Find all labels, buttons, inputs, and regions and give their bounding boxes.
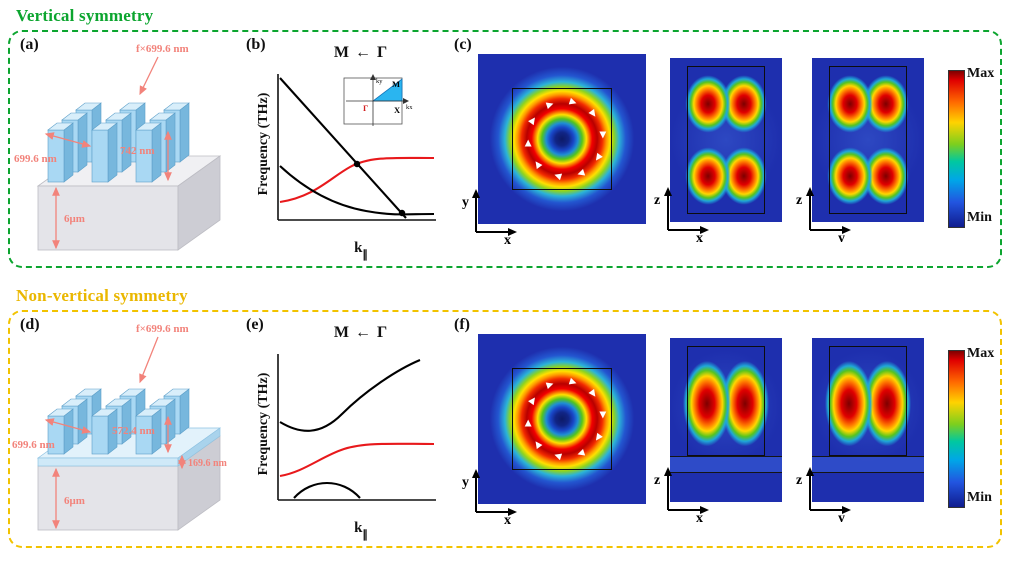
axis-indicator-xy: y x: [462, 469, 517, 524]
pillar-height-label: 572.4 nm: [112, 425, 155, 437]
band-title-e: M ← Γ: [333, 324, 389, 341]
field-map-yz-vertical: [812, 58, 924, 222]
period-label: 699.6 nm: [12, 439, 55, 451]
axis-v-label: y: [462, 475, 469, 490]
axis-indicator-yz: z y: [796, 187, 851, 242]
axis-indicator-xy: y x: [462, 189, 517, 244]
slab-cross-section: [670, 456, 782, 473]
axis-v-label: z: [796, 473, 802, 488]
unit-cell-outline: [828, 346, 908, 457]
substrate-d: [37, 435, 221, 531]
axis-v-label: z: [654, 473, 660, 488]
axis-h-label: x: [504, 513, 511, 524]
annotations-d: f×699.6 nm 572.4 nm 699.6 nm 169.6 nm 6μ…: [12, 323, 228, 530]
colorbar-min-label: Min: [967, 490, 992, 505]
bic-dot: [398, 209, 406, 217]
field-map-xz-nonvertical: [670, 338, 782, 502]
field-map-xz-vertical: [670, 58, 782, 222]
panel-label-e: (e): [246, 316, 264, 333]
band-curve-red: [279, 156, 435, 204]
section-title-nonvertical: Non-vertical symmetry: [16, 286, 188, 305]
slab-thickness-label: 169.6 nm: [188, 458, 228, 469]
band-plot-b: ky kx M Γ X: [277, 74, 436, 221]
band-curve-red: [279, 442, 435, 478]
colorbar-min-label: Min: [967, 210, 992, 225]
axis-h-label: y: [838, 511, 845, 522]
inset-gamma-label: Γ: [363, 103, 368, 113]
axis-indicator-xz: z x: [654, 467, 709, 522]
substrate-thickness-label: 6μm: [64, 495, 85, 507]
panel-label-d: (d): [20, 316, 40, 333]
fill-factor-label: f×699.6 nm: [136, 323, 189, 335]
inset-m-label: M: [392, 79, 400, 89]
axis-v-label: y: [462, 195, 469, 210]
unit-cell-outline: [511, 368, 613, 470]
panel-label-c: (c): [454, 36, 472, 53]
axis-v-label: z: [796, 193, 802, 208]
panel-label-f: (f): [454, 316, 470, 333]
field-map-yz-nonvertical: [812, 338, 924, 502]
annotations-a: f×699.6 nm 742 nm 699.6 nm 6μm: [14, 43, 189, 250]
pillar-array-schematic-d: f×699.6 nm 572.4 nm 699.6 nm 169.6 nm 6μ…: [12, 323, 228, 531]
field-map-xy-nonvertical: ▶ ▶ ▶ ▶ ▶ ▶ ▶ ▶ ▶ ▶: [478, 334, 646, 504]
axis-h-label: x: [504, 233, 511, 244]
bic-dot: [353, 160, 361, 168]
band-curve-black-lower: [279, 165, 435, 216]
band-plot-e: [277, 354, 436, 501]
fill-factor-label: f×699.6 nm: [136, 43, 189, 55]
axis-h-label: x: [696, 511, 703, 522]
brillouin-zone-inset: ky kx M Γ X: [343, 74, 413, 126]
panel-label-b: (b): [246, 36, 266, 53]
panel-label-a: (a): [20, 36, 39, 53]
colorbar-max-label: Max: [967, 66, 995, 81]
band-curve-black-steep: [279, 77, 407, 219]
colorbar-max-label: Max: [967, 346, 995, 361]
inset-kx-label: kx: [406, 104, 413, 111]
band-curve-black-hump: [293, 481, 361, 499]
axis-indicator-xz: z x: [654, 187, 709, 242]
slab-cross-section: [812, 456, 924, 473]
vertical-symmetry-box: (a) f×699: [8, 30, 1002, 268]
axis-h-label: y: [838, 231, 845, 242]
section-title-vertical: Vertical symmetry: [16, 6, 154, 25]
unit-cell-outline: [686, 66, 766, 214]
nonvertical-symmetry-box: (d): [8, 310, 1002, 548]
period-label: 699.6 nm: [14, 153, 57, 165]
unit-cell-outline: [828, 66, 908, 214]
band-curve-black-upper: [279, 359, 421, 432]
unit-cell-outline: [511, 88, 613, 190]
band-title-b: M ← Γ: [333, 44, 389, 61]
field-map-xy-vertical: ▶ ▶ ▶ ▶ ▶ ▶ ▶ ▶ ▶ ▶: [478, 54, 646, 224]
band-structure-panel-b: M ← Γ Frequency (THz) ky kx: [242, 34, 446, 264]
band-structure-panel-e: M ← Γ Frequency (THz) k∥: [242, 314, 446, 544]
pillar-height-label: 742 nm: [120, 145, 155, 157]
colorbar: [948, 70, 965, 228]
band-x-axis-label-e: k∥: [354, 520, 368, 541]
unit-cell-outline: [686, 346, 766, 457]
substrate-thickness-label: 6μm: [64, 213, 85, 225]
axis-h-label: x: [696, 231, 703, 242]
axis-v-label: z: [654, 193, 660, 208]
inset-x-label: X: [394, 105, 401, 115]
inset-ky-label: ky: [376, 78, 383, 85]
band-x-axis-label-b: k∥: [354, 240, 368, 261]
pillar-array-schematic-a: f×699.6 nm 742 nm 699.6 nm 6μm: [14, 43, 222, 251]
colorbar: [948, 350, 965, 508]
axis-indicator-yz: z y: [796, 467, 851, 522]
